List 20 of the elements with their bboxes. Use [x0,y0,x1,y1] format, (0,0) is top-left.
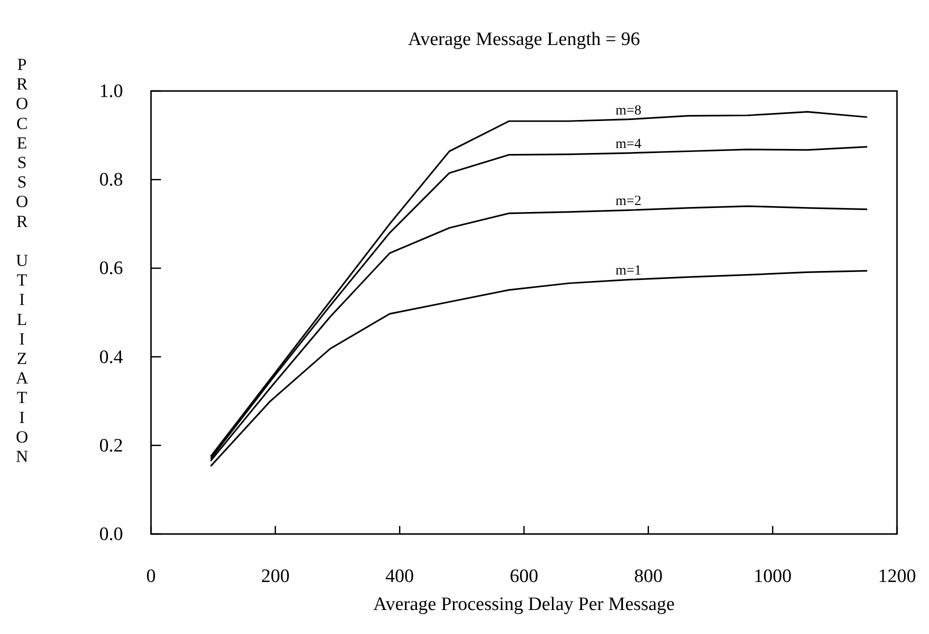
series-label: m=2 [616,194,642,210]
x-axis-title: Average Processing Delay Per Message [373,594,675,615]
y-tick-label: 0.2 [99,435,123,456]
x-tick-label: 1200 [878,566,916,587]
y-tick-label: 0.6 [99,258,123,280]
x-tick-label: 0 [146,566,156,587]
y-tick-label: 0.8 [99,170,123,191]
y-tick-label: 1.0 [99,81,123,102]
x-tick-label: 1000 [754,566,792,587]
x-tick-label: 400 [385,566,414,587]
x-tick-label: 800 [634,566,663,587]
series-label: m=1 [616,264,642,279]
y-tick-label: 0.0 [99,524,123,545]
series-label: m=8 [616,103,642,118]
y-tick-label: 0.4 [99,346,124,368]
x-tick-label: 600 [510,566,538,587]
x-tick-label: 200 [261,566,290,587]
text: PROCESSOR UTILIZATION [16,55,28,466]
chart-title: Average Message Length = 96 [408,29,640,50]
series-label: m=4 [616,137,642,152]
